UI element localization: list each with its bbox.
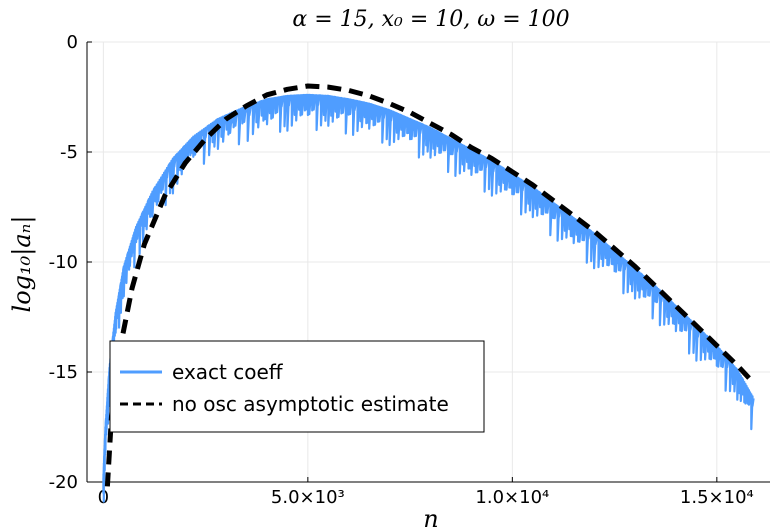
data-point-exact-coeff-34 (737, 369, 738, 370)
data-point-exact-coeff-14 (328, 95, 329, 96)
data-point-asymptotic-18 (430, 123, 431, 124)
data-point-asymptotic-26 (594, 231, 595, 232)
data-point-exact-coeff-0 (103, 477, 104, 478)
data-point-asymptotic-11 (287, 89, 288, 90)
data-point-exact-coeff-15 (348, 99, 349, 100)
x-tick-label-1: 5.0×10³ (271, 487, 345, 508)
data-point-asymptotic-7 (205, 138, 206, 139)
data-point-exact-coeff-35 (753, 398, 754, 399)
series-line-exact-coeff (102, 93, 755, 503)
data-point-exact-coeff-13 (307, 94, 308, 95)
data-point-exact-coeff-9 (217, 118, 218, 119)
data-point-exact-coeff-26 (573, 217, 574, 218)
data-point-exact-coeff-5 (135, 226, 136, 227)
data-point-exact-coeff-7 (172, 158, 173, 159)
data-point-asymptotic-16 (389, 103, 390, 104)
legend-label-exact-coeff: exact coeff (172, 360, 284, 384)
data-point-asymptotic-10 (266, 94, 267, 95)
data-point-exact-coeff-1 (105, 426, 106, 427)
data-point-asymptotic-12 (307, 85, 308, 86)
data-point-asymptotic-13 (328, 87, 329, 88)
data-point-asymptotic-30 (675, 305, 676, 306)
data-point-exact-coeff-4 (123, 266, 124, 267)
data-point-asymptotic-6 (185, 162, 186, 163)
data-point-exact-coeff-3 (115, 312, 116, 313)
data-point-asymptotic-15 (369, 95, 370, 96)
data-point-asymptotic-17 (409, 112, 410, 113)
y-tick-label-3: -15 (49, 362, 78, 383)
legend-box (109, 340, 485, 433)
data-point-asymptotic-23 (532, 184, 533, 185)
data-point-asymptotic-25 (573, 215, 574, 216)
data-point-asymptotic-24 (553, 200, 554, 201)
y-tick-label-1: -5 (60, 142, 78, 163)
legend-label-asymptotic: no osc asymptotic estimate (172, 392, 449, 416)
data-point-exact-coeff-10 (242, 107, 243, 108)
data-point-asymptotic-14 (348, 90, 349, 91)
data-point-asymptotic-28 (634, 266, 635, 267)
data-point-exact-coeff-11 (266, 99, 267, 100)
data-point-exact-coeff-19 (430, 127, 431, 128)
data-point-asymptotic-27 (614, 248, 615, 249)
y-tick-label-4: -20 (49, 472, 78, 493)
data-point-asymptotic-5 (164, 195, 165, 196)
y-tick-label-0: 0 (67, 32, 78, 53)
data-point-asymptotic-9 (246, 105, 247, 106)
y-axis-label: log₁₀|aₙ| (8, 216, 37, 313)
data-point-asymptotic-22 (512, 171, 513, 172)
data-point-exact-coeff-18 (409, 118, 410, 119)
data-point-asymptotic-33 (737, 365, 738, 366)
series-group (102, 83, 756, 503)
x-tick-label-3: 1.5×10⁴ (680, 487, 754, 508)
x-tick-label-2: 1.0×10⁴ (475, 487, 549, 508)
data-point-exact-coeff-16 (369, 103, 370, 104)
data-point-exact-coeff-12 (287, 95, 288, 96)
x-axis-label: n (423, 505, 438, 532)
data-point-asymptotic-4 (144, 244, 145, 245)
data-point-exact-coeff-17 (389, 110, 390, 111)
data-point-asymptotic-3 (131, 288, 132, 289)
data-point-asymptotic-29 (655, 286, 656, 287)
data-point-asymptotic-19 (450, 134, 451, 135)
data-point-asymptotic-21 (491, 158, 492, 159)
data-point-exact-coeff-8 (193, 136, 194, 137)
data-point-asymptotic-20 (471, 147, 472, 148)
legend: exact coeff no osc asymptotic estimate (109, 340, 485, 433)
data-point-exact-coeff-6 (152, 191, 153, 192)
data-point-asymptotic-0 (107, 486, 108, 487)
data-point-asymptotic-31 (696, 325, 697, 326)
data-point-asymptotic-8 (225, 118, 226, 119)
chart-title: α = 15, x₀ = 10, ω = 100 (292, 7, 569, 32)
y-tick-label-2: -10 (49, 252, 78, 273)
data-point-asymptotic-34 (753, 382, 754, 383)
data-point-asymptotic-32 (716, 345, 717, 346)
data-point-exact-coeff-20 (450, 138, 451, 139)
